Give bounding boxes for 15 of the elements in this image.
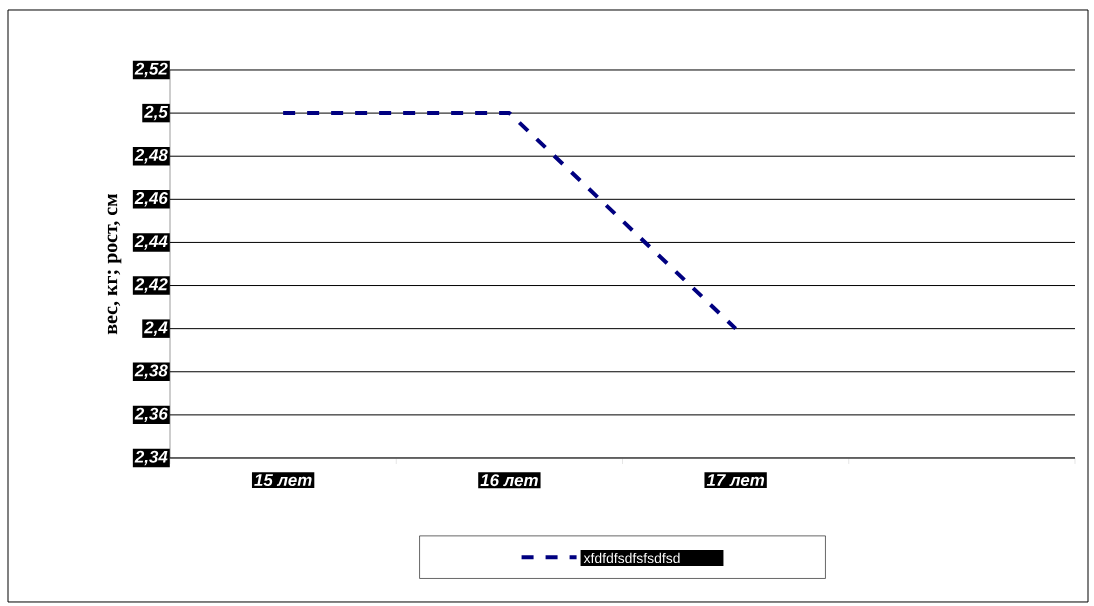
x-tick-label: 15 лет — [254, 474, 312, 487]
x-tick-label: 17 лет — [706, 474, 765, 487]
y-tick-label: 2,48 — [134, 148, 168, 164]
y-tick-label: 2,38 — [134, 364, 168, 379]
y-axis-title: вес, кг; рост, см — [107, 193, 122, 335]
y-tick-label: 2,4 — [144, 321, 168, 336]
y-tick-label: 2,44 — [134, 235, 168, 250]
legend-label: xfdfdfsdfsfsdfsd — [583, 552, 680, 564]
y-tick-label: 2,34 — [134, 450, 168, 466]
y-tick-label: 2,46 — [134, 192, 168, 207]
y-tick-label: 2,5 — [144, 105, 169, 121]
y-tick-label: 2,52 — [134, 62, 168, 78]
x-tick-label: 16 лет — [480, 474, 538, 487]
y-tick-label: 2,36 — [134, 407, 168, 423]
y-tick-label: 2,42 — [134, 278, 168, 293]
